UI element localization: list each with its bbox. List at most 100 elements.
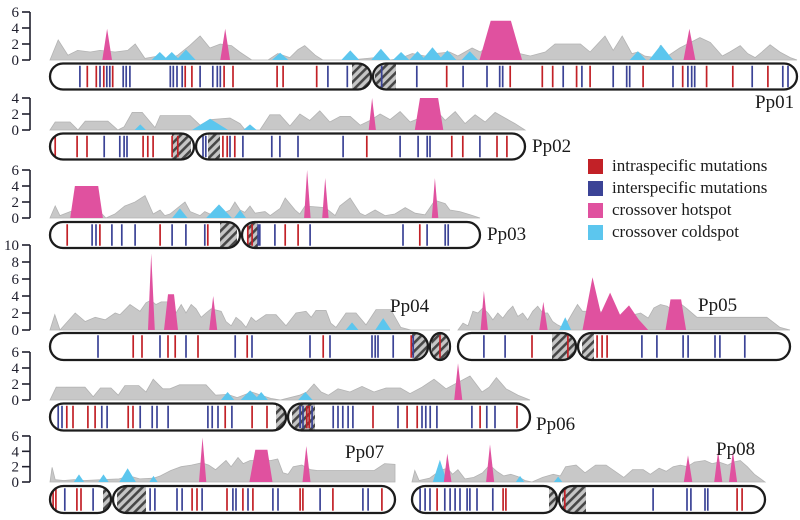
axis-tick-label: 6 <box>12 429 20 445</box>
chromosome-body <box>50 333 428 360</box>
hotspot-area <box>304 170 311 218</box>
axis-tick-label: 0 <box>12 323 20 339</box>
hotspot-area <box>539 301 548 330</box>
centromere-hatch <box>103 487 110 512</box>
coldspot-triangle <box>176 49 196 60</box>
coldspot-triangle <box>409 51 426 60</box>
chromosome-label: Pp08 <box>716 439 755 460</box>
coldspot-triangle <box>515 475 525 482</box>
chromosome-label: Pp04 <box>390 296 430 317</box>
chromosome-label: Pp02 <box>532 136 571 157</box>
axis-tick-label: 6 <box>12 345 20 361</box>
chromosome-outline <box>48 220 242 250</box>
hotspot-area <box>729 451 738 482</box>
chromosome-outline <box>111 484 397 515</box>
coldspot-triangle <box>559 317 572 330</box>
axis-tick-label: 2 <box>12 377 20 393</box>
axis-tick-label: 10 <box>4 238 19 254</box>
legend: intraspecific mutations interspecific mu… <box>588 155 767 243</box>
chromosome-inner <box>97 334 448 359</box>
hotspot-area <box>683 28 696 60</box>
coldspot-triangle <box>206 204 232 218</box>
coldspot-swatch-icon <box>588 224 603 240</box>
axis-tick-label: 2 <box>12 37 20 53</box>
mutation-markers <box>97 335 441 358</box>
centromere-hatch <box>375 64 396 89</box>
axis-tick-label: 6 <box>12 5 20 21</box>
hotspot-area <box>454 363 463 400</box>
chromosome-outline <box>371 62 799 91</box>
hotspot-area <box>431 178 439 218</box>
chromosome-label: Pp01 <box>755 92 794 113</box>
chromosome-body <box>578 333 790 360</box>
hotspot-area <box>102 28 112 60</box>
hotspot-area <box>209 296 218 330</box>
axis-tick-label: 4 <box>12 361 20 377</box>
hotspot-area <box>479 20 523 60</box>
chromosome-outline <box>48 331 430 362</box>
density-profile <box>49 375 531 401</box>
chromosome-outline <box>48 402 288 432</box>
coldspot-triangle <box>345 322 359 330</box>
interspecific-swatch-icon <box>588 180 603 196</box>
mutation-markers <box>483 335 746 358</box>
centromere-hatch <box>352 64 370 89</box>
coldspot-triangle <box>234 210 247 218</box>
centromere-hatch <box>276 404 285 430</box>
mutation-markers <box>79 65 789 88</box>
chromosome-body <box>50 222 240 248</box>
coldspot-triangle <box>371 48 391 60</box>
legend-label: interspecific mutations <box>612 178 768 197</box>
chromosome-body <box>50 63 371 90</box>
axis-tick-label: 8 <box>12 255 20 271</box>
legend-label: crossover hotspot <box>612 200 732 219</box>
chromosome-outline <box>410 484 559 515</box>
coldspot-triangle <box>192 118 229 130</box>
intraspecific-swatch-icon <box>588 158 603 174</box>
legend-item-coldspot: crossover coldspot <box>588 221 767 243</box>
chromosome-label: Pp07 <box>345 442 384 463</box>
chromosome-inner <box>79 64 789 89</box>
axis-tick-label: 4 <box>12 444 20 460</box>
chromosome-outline <box>456 331 578 362</box>
coldspot-triangle <box>298 392 313 400</box>
coldspot-triangle <box>432 459 447 482</box>
chromosome-inner <box>54 134 508 159</box>
axis-tick-label: 6 <box>12 272 20 288</box>
hotspot-area <box>322 178 329 218</box>
coldspot-triangle <box>119 468 136 482</box>
hotspot-area <box>480 290 488 330</box>
chromosome-body <box>242 222 480 248</box>
chromosome-outline <box>286 402 532 432</box>
chromosome-body <box>50 133 194 160</box>
axis-tick-label: 4 <box>12 179 20 195</box>
centromere-hatch <box>552 334 575 359</box>
coldspot-triangle <box>243 124 257 130</box>
chromosome-outline <box>194 132 527 161</box>
chromosome-outline <box>48 62 373 91</box>
coldspot-triangle <box>553 476 563 482</box>
axis-tick-label: 0 <box>12 211 20 227</box>
chromosome-body <box>412 486 557 513</box>
axis-tick-label: 6 <box>12 163 20 179</box>
chromosome-body <box>458 333 576 360</box>
chromosome-label: Pp05 <box>698 295 737 316</box>
coldspot-triangle <box>220 392 235 400</box>
coldspot-triangle <box>134 124 146 130</box>
hotspot-area <box>249 449 273 482</box>
hotspot-area <box>443 453 452 482</box>
coldspot-triangle <box>461 51 479 60</box>
axis-tick-label: 0 <box>12 475 20 491</box>
chromosome-outline <box>576 331 792 362</box>
centromere-hatch <box>582 334 594 359</box>
chromosome-outline <box>428 331 452 362</box>
coldspot-triangle <box>629 51 647 60</box>
chromosome-inner <box>66 223 450 247</box>
mutation-markers <box>57 405 518 429</box>
